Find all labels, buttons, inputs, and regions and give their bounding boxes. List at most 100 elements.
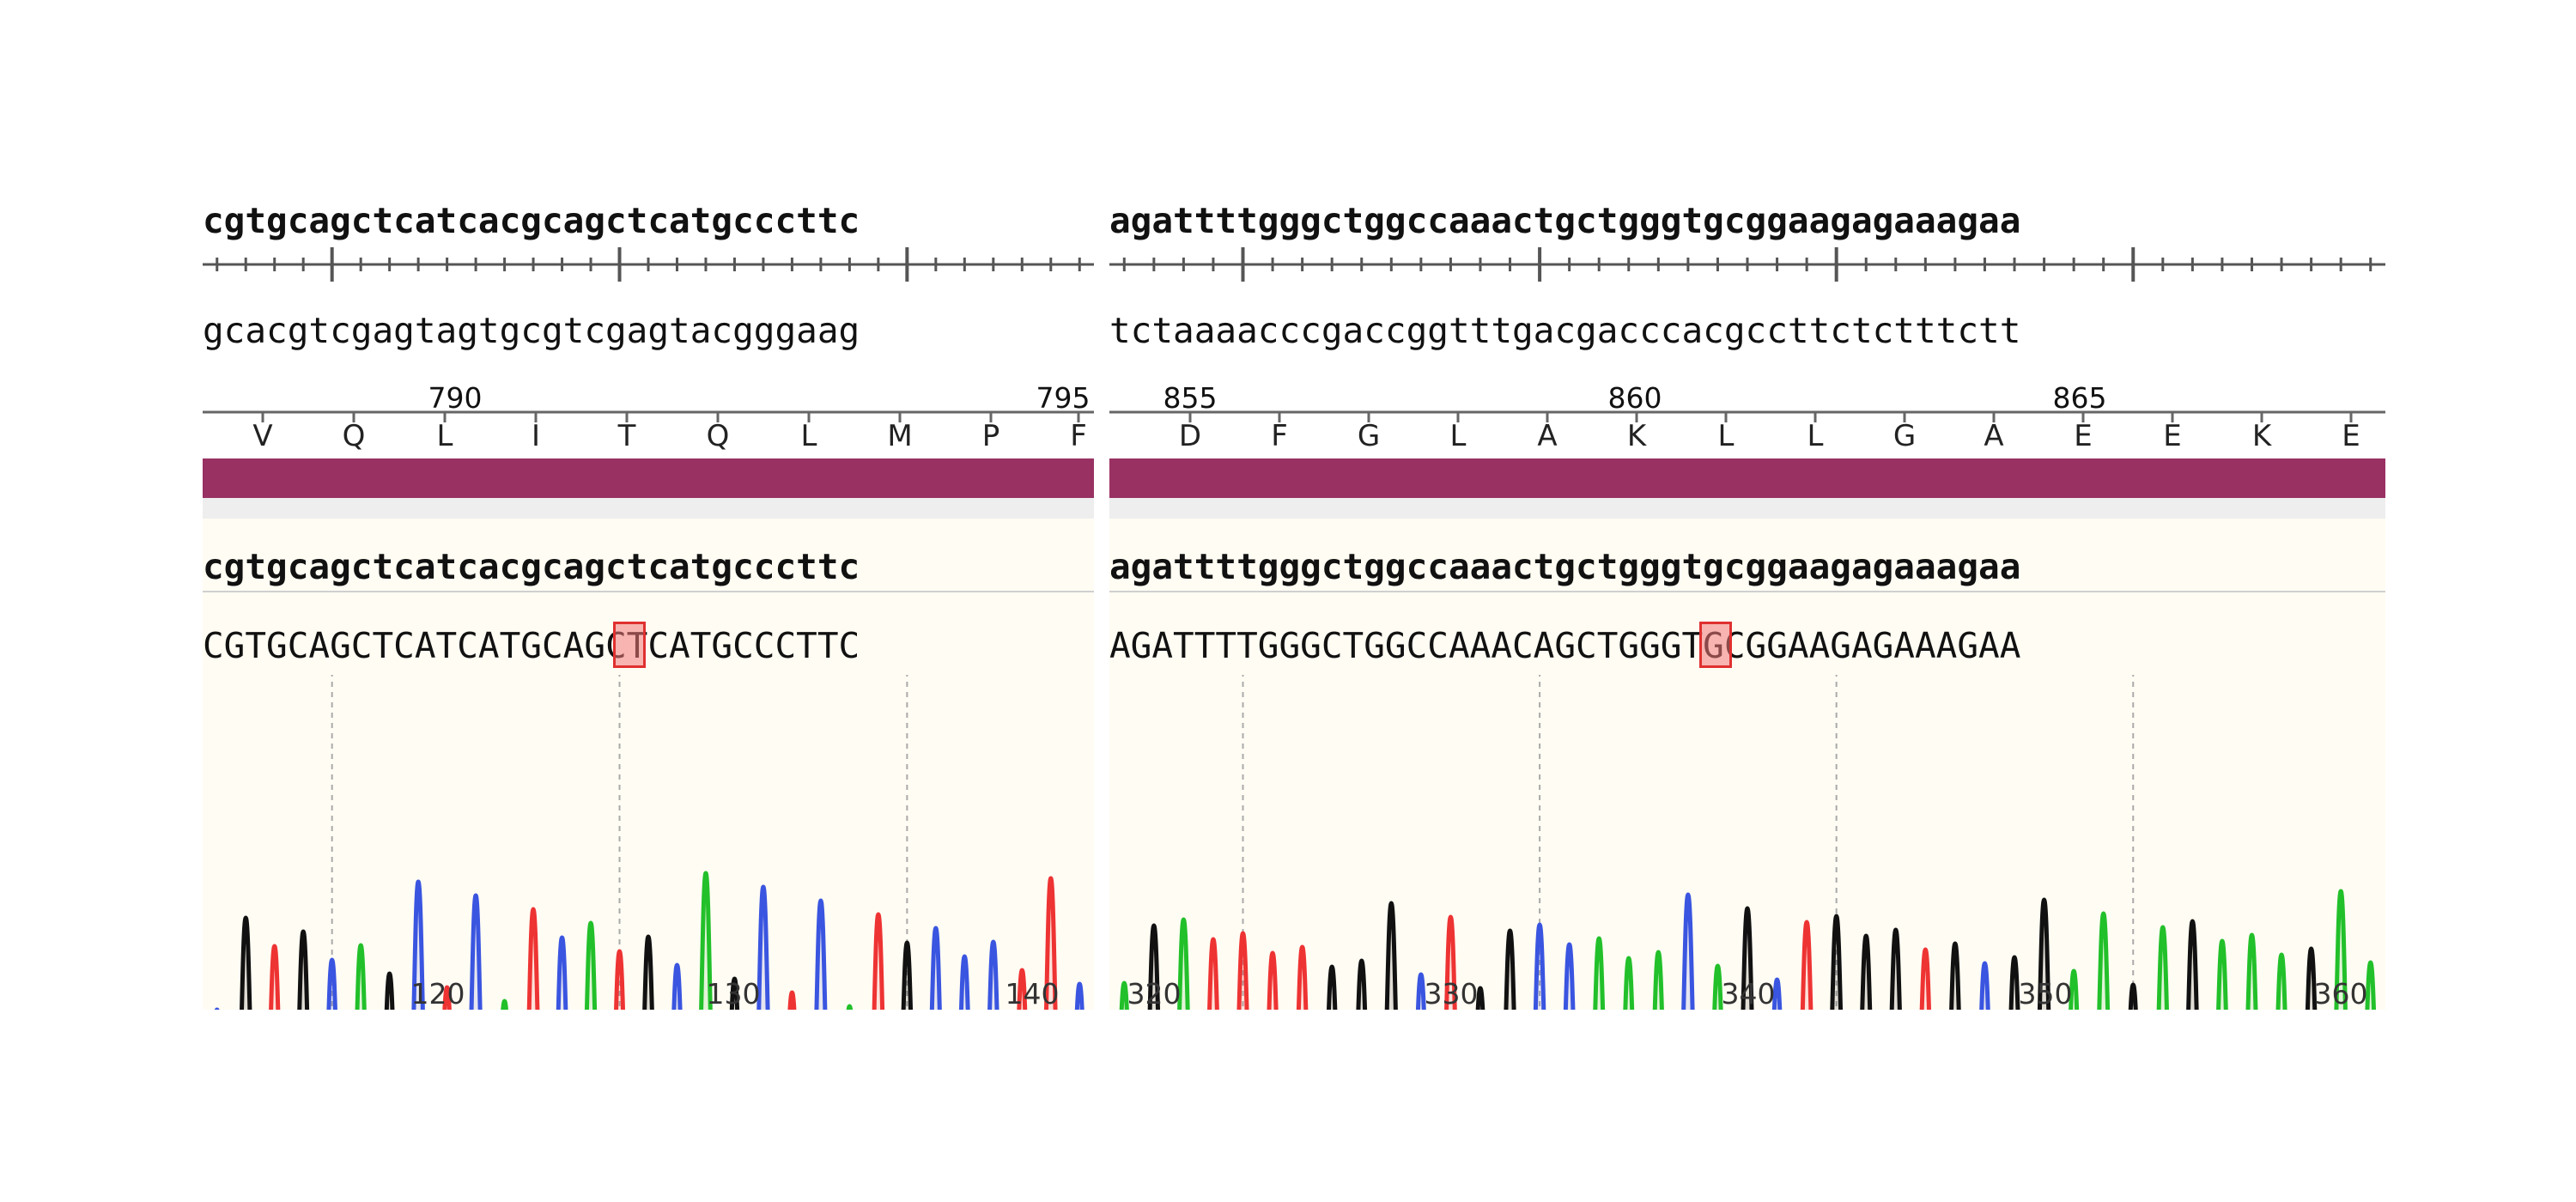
trace-peak	[1979, 961, 1990, 1010]
trace-peak	[2216, 938, 2228, 1010]
amino-acid[interactable]: G	[1893, 419, 1917, 453]
amino-acid[interactable]: V	[252, 419, 273, 453]
trace-peak	[1074, 981, 1084, 1010]
amino-acid[interactable]: L	[800, 419, 817, 453]
trace-peak	[699, 871, 713, 1010]
panel-divider	[1109, 498, 2385, 519]
amino-acid[interactable]: E	[2074, 419, 2093, 453]
amino-acid[interactable]: E	[2342, 419, 2360, 453]
trace-peak	[326, 957, 337, 1010]
amino-acid[interactable]: Q	[342, 419, 366, 453]
panel-divider	[203, 498, 1094, 519]
amino-acid[interactable]: F	[1271, 419, 1288, 453]
chromatogram-trace	[215, 675, 1084, 1010]
trace-peak	[1119, 980, 1129, 1010]
aligned-reference-sequence: agattttgggctggccaaactgctgggtgcggaagagaaa…	[1109, 546, 2021, 587]
trace-peak	[2275, 952, 2287, 1010]
trace-peak	[1147, 923, 1161, 1010]
trace-peak	[1652, 950, 1664, 1010]
trace-peak	[1889, 927, 1902, 1010]
trace-peak	[901, 940, 914, 1010]
trace-peak	[1949, 941, 1961, 1010]
amino-acid[interactable]: K	[2251, 419, 2272, 453]
protein-ruler	[203, 410, 1094, 422]
amino-acid[interactable]: D	[1178, 419, 1202, 453]
amino-acid[interactable]: L	[1449, 419, 1467, 453]
aa-coordinate-label: 860	[1607, 381, 1662, 415]
trace-peak	[2069, 968, 2080, 1010]
separator-line	[1109, 591, 2385, 592]
amino-acid[interactable]: I	[531, 419, 541, 453]
chromatogram-trace	[1119, 675, 2377, 1010]
trace-index-row: 120 130 140	[203, 977, 1094, 1010]
amino-acid[interactable]: A	[1984, 419, 2004, 453]
amino-acid[interactable]: A	[1537, 419, 1558, 453]
trace-peak	[642, 934, 654, 1010]
complement-sequence: tctaaaacccgaccggtttgacgacccacgccttctcttt…	[1109, 310, 2021, 351]
trace-peak	[1415, 972, 1426, 1010]
trace-peak	[442, 985, 452, 1010]
trace-peak	[1236, 931, 1249, 1010]
trace-peak	[269, 944, 281, 1010]
trace-peak	[958, 954, 970, 1010]
trace-peak	[1296, 944, 1309, 1010]
aa-coordinate-label: 795	[1036, 381, 1091, 415]
trace-peak	[1017, 968, 1028, 1010]
trace-peak	[1919, 947, 1932, 1010]
chromatogram-area[interactable]	[203, 519, 1094, 1010]
trace-peak	[787, 990, 797, 1010]
trace-peak	[240, 915, 252, 1010]
amino-acid[interactable]: G	[1357, 419, 1381, 453]
cds-feature-bar[interactable]	[1109, 458, 2385, 498]
aa-coordinate-row: 790 795	[203, 381, 1094, 415]
cds-feature-bar[interactable]	[203, 458, 1094, 498]
trace-peak	[846, 1004, 854, 1010]
trace-peak	[411, 879, 425, 1010]
trace-peak	[1563, 942, 1576, 1010]
mismatch-highlight[interactable]	[1699, 622, 1732, 668]
trace-peak	[1712, 963, 1723, 1010]
reference-sequence: cgtgcagctcatcacgcagctcatgcccttc	[203, 200, 860, 241]
trace-peak	[1177, 917, 1190, 1010]
trace-peak	[469, 893, 483, 1010]
trace-peak	[2037, 897, 2051, 1010]
aligned-reference-sequence: cgtgcagctcatcacgcagctcatgcccttc	[203, 546, 860, 587]
amino-acid[interactable]: E	[2163, 419, 2182, 453]
amino-acid[interactable]: Q	[706, 419, 730, 453]
amino-acid-row: D F G L A K L L G A E E K E	[1109, 419, 2385, 455]
base-call-sequence[interactable]: CGTGCAGCTCATCATGCAGCTCATGCCCTTC	[203, 625, 860, 666]
sequence-panel-left[interactable]: cgtgcagctcatcacgcagctcatgcccttc gcacgtcg…	[203, 194, 1094, 1010]
amino-acid[interactable]: L	[1717, 419, 1735, 453]
trace-peak	[1681, 892, 1695, 1010]
trace-peak	[501, 999, 508, 1010]
trace-peak	[2365, 960, 2377, 1010]
aa-coordinate-row: 855 860 865	[1109, 381, 2385, 415]
amino-acid[interactable]: K	[1626, 419, 1647, 453]
trace-peak	[872, 912, 885, 1010]
amino-acid-row: V Q L I T Q L M P F	[203, 419, 1094, 455]
amino-acid[interactable]: M	[887, 419, 913, 453]
mismatch-highlight[interactable]	[613, 622, 646, 668]
trace-peak	[1623, 956, 1635, 1010]
sequence-ruler	[203, 247, 1094, 282]
trace-peak	[1593, 936, 1606, 1010]
trace-peak	[614, 949, 626, 1010]
trace-peak	[756, 884, 770, 1010]
trace-index-label: 330	[1424, 977, 1479, 1010]
trace-peak	[2008, 955, 2020, 1010]
amino-acid[interactable]: F	[1070, 419, 1087, 453]
trace-peak	[1800, 920, 1814, 1010]
amino-acid[interactable]: L	[1807, 419, 1824, 453]
trace-peak	[1044, 876, 1058, 1010]
reference-sequence: agattttgggctggccaaactgctgggtgcggaagagaaa…	[1109, 200, 2021, 241]
trace-peak	[2156, 925, 2169, 1010]
base-call-sequence[interactable]: AGATTTTGGGCTGGCCAAACAGCTGGGTGCGGAAGAGAAA…	[1109, 625, 2021, 666]
complement-sequence: gcacgtcgagtagtgcgtcgagtacgggaag	[203, 310, 860, 351]
amino-acid[interactable]: L	[436, 419, 453, 453]
trace-peak	[556, 935, 568, 1010]
trace-peak	[1444, 914, 1457, 1010]
sequence-panel-right[interactable]: agattttgggctggccaaactgctgggtgcggaagagaaa…	[1109, 194, 2385, 1010]
amino-acid[interactable]: T	[617, 419, 636, 453]
amino-acid[interactable]: P	[981, 419, 1000, 453]
trace-peak	[2097, 911, 2111, 1010]
